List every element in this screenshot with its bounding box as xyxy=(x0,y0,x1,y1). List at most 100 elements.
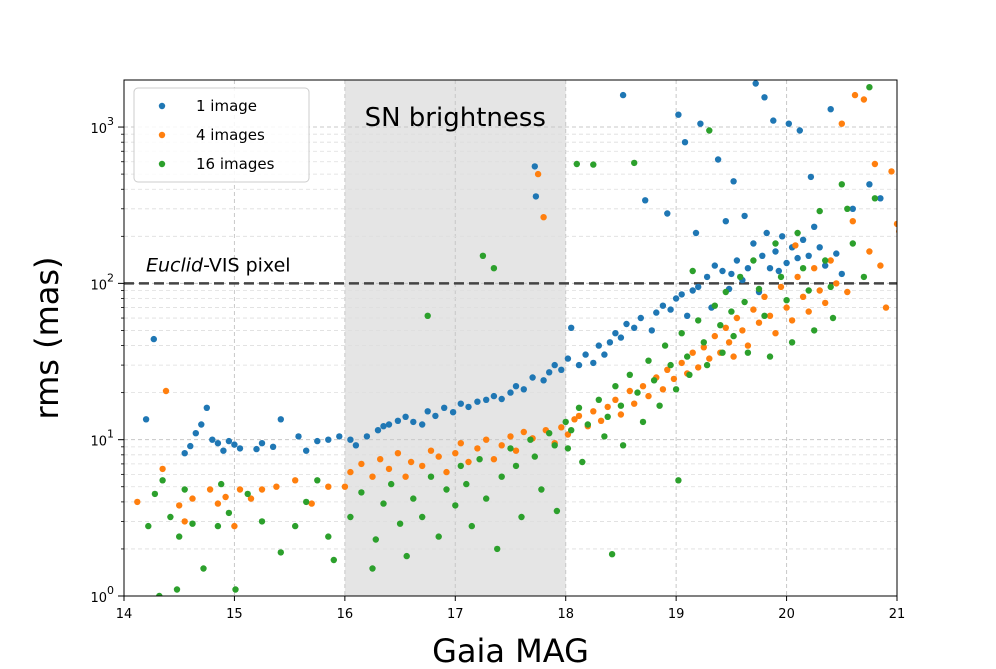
data-point xyxy=(730,353,737,360)
y-tick-exponent: 2 xyxy=(107,271,114,284)
data-point xyxy=(449,409,457,416)
data-point xyxy=(717,322,724,329)
data-point xyxy=(479,252,487,259)
x-tick-label: 18 xyxy=(557,607,574,622)
data-point xyxy=(562,418,569,426)
y-tick-exponent: 1 xyxy=(107,428,114,441)
data-point xyxy=(759,252,766,259)
data-point xyxy=(794,273,801,281)
data-point xyxy=(358,460,365,468)
data-point xyxy=(292,477,299,484)
data-point xyxy=(200,565,207,572)
data-point xyxy=(777,283,785,291)
data-point xyxy=(558,366,565,373)
data-point xyxy=(150,335,157,343)
data-point xyxy=(490,392,498,400)
data-point xyxy=(385,421,393,428)
data-point xyxy=(498,473,505,480)
data-point xyxy=(540,214,547,221)
data-point xyxy=(341,483,349,490)
data-point xyxy=(394,417,402,424)
data-point xyxy=(849,240,856,247)
data-point xyxy=(214,440,222,447)
legend: 1 image 4 images 16 images xyxy=(133,87,310,183)
data-point xyxy=(706,127,713,134)
data-point xyxy=(396,520,404,527)
data-point xyxy=(612,396,619,403)
data-point xyxy=(432,412,439,420)
data-point xyxy=(783,259,790,267)
data-point xyxy=(730,178,737,185)
data-point xyxy=(142,416,150,423)
data-point xyxy=(888,168,895,175)
data-point xyxy=(292,522,299,530)
data-point xyxy=(617,334,625,341)
data-point xyxy=(604,403,611,411)
data-point xyxy=(330,556,337,564)
data-point xyxy=(761,293,768,300)
data-point xyxy=(538,486,545,493)
data-point xyxy=(295,433,302,440)
legend-marker xyxy=(158,160,166,168)
data-point xyxy=(145,522,152,530)
data-point xyxy=(402,413,409,420)
data-point xyxy=(755,285,763,293)
data-point xyxy=(483,436,490,443)
data-point xyxy=(490,456,498,463)
data-point xyxy=(187,442,194,450)
data-point xyxy=(151,490,159,498)
data-point xyxy=(656,402,663,409)
data-point xyxy=(258,440,266,447)
data-point xyxy=(695,317,702,324)
data-point xyxy=(722,218,729,225)
legend-marker xyxy=(158,102,166,110)
data-point xyxy=(424,312,431,319)
data-point xyxy=(369,565,376,572)
data-point xyxy=(659,302,667,309)
data-point xyxy=(612,383,619,390)
data-point xyxy=(617,411,625,418)
data-point xyxy=(761,94,768,101)
data-point xyxy=(739,327,746,334)
data-point xyxy=(667,361,674,369)
data-point xyxy=(402,473,409,480)
data-point xyxy=(833,280,840,287)
data-point xyxy=(827,106,834,113)
data-point xyxy=(811,327,818,334)
data-point xyxy=(427,473,435,480)
data-point xyxy=(750,240,757,247)
data-point xyxy=(575,404,583,411)
data-point xyxy=(792,242,799,249)
data-point xyxy=(725,339,733,346)
data-point xyxy=(546,430,553,437)
data-point xyxy=(134,498,141,506)
data-point xyxy=(675,477,682,484)
data-point xyxy=(711,262,718,269)
data-point xyxy=(214,522,222,530)
data-point xyxy=(686,371,693,378)
data-point xyxy=(457,462,464,470)
data-point xyxy=(452,450,459,457)
data-point xyxy=(369,473,376,480)
data-point xyxy=(483,495,490,502)
data-point xyxy=(352,442,360,449)
data-point xyxy=(744,265,752,272)
data-point xyxy=(546,369,553,376)
data-point xyxy=(597,417,605,424)
data-point xyxy=(476,456,483,463)
data-point xyxy=(811,223,818,230)
data-point xyxy=(189,520,196,527)
data-point xyxy=(601,351,608,358)
data-point xyxy=(796,127,803,134)
data-point xyxy=(755,319,763,326)
data-point xyxy=(579,458,586,466)
data-point xyxy=(424,408,431,415)
data-point xyxy=(860,273,868,281)
data-point xyxy=(719,349,726,356)
data-point xyxy=(590,359,597,367)
x-tick-label: 20 xyxy=(778,607,795,622)
data-point xyxy=(730,332,737,340)
sn-brightness-label: SN brightness xyxy=(365,103,546,133)
data-point xyxy=(527,436,534,443)
euclid-label-italic: Euclid xyxy=(146,254,204,276)
